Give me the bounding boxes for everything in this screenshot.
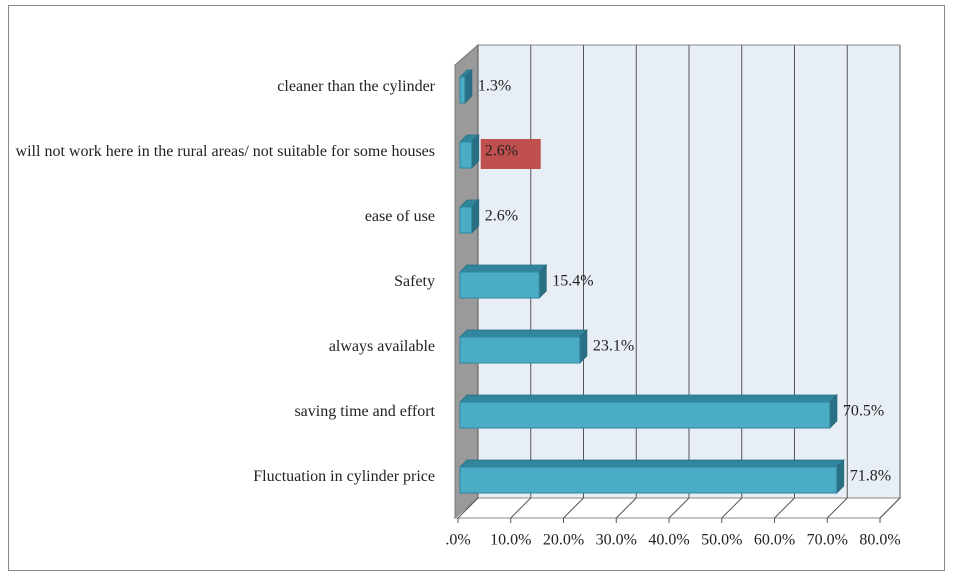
bar [459,271,540,299]
category-label: Safety [394,273,435,290]
floor-line [563,497,584,519]
floor-line [615,497,637,519]
value-label-bg [480,139,541,169]
bar [459,206,473,234]
value-label: 2.6% [485,208,518,225]
category-label: saving time and effort [294,403,435,420]
x-tick-label: .0% [445,532,470,549]
category-label: cleaner than the cylinder [277,78,435,95]
x-tick-label: 80.0% [859,532,900,549]
x-tick-label: 70.0% [807,532,848,549]
value-label: 23.1% [593,338,634,355]
value-label: 71.8% [850,468,891,485]
category-label: always available [328,338,435,355]
x-tick-label: 20.0% [543,532,584,549]
category-label: will not work here in the rural areas/ n… [15,143,435,160]
floor-line [879,497,901,519]
category-label: Fluctuation in cylinder price [253,468,435,485]
value-label: 70.5% [843,403,884,420]
floor-line [826,497,848,519]
bar-top [459,459,845,468]
bar-top [459,394,838,403]
floor-line [721,497,743,519]
floor [453,497,902,519]
floor-line [774,497,795,519]
category-label: ease of use [364,208,435,225]
x-tick-label: 50.0% [701,532,742,549]
floor-line [668,497,690,519]
value-label: 1.3% [478,78,511,95]
bar [459,76,466,104]
x-tick-label: 40.0% [648,532,689,549]
floor-line [457,497,479,519]
value-label: 2.6% [485,143,518,160]
x-tick-label: 30.0% [596,532,637,549]
value-label: 15.4% [552,273,593,290]
bar [459,336,581,364]
bar [459,141,473,169]
bar [459,401,831,429]
x-tick-label: 60.0% [754,532,795,549]
floor-line [510,497,532,519]
x-tick-label: 10.0% [490,532,531,549]
bar [459,466,838,494]
bar-top [459,264,548,273]
bar-top [459,329,588,338]
